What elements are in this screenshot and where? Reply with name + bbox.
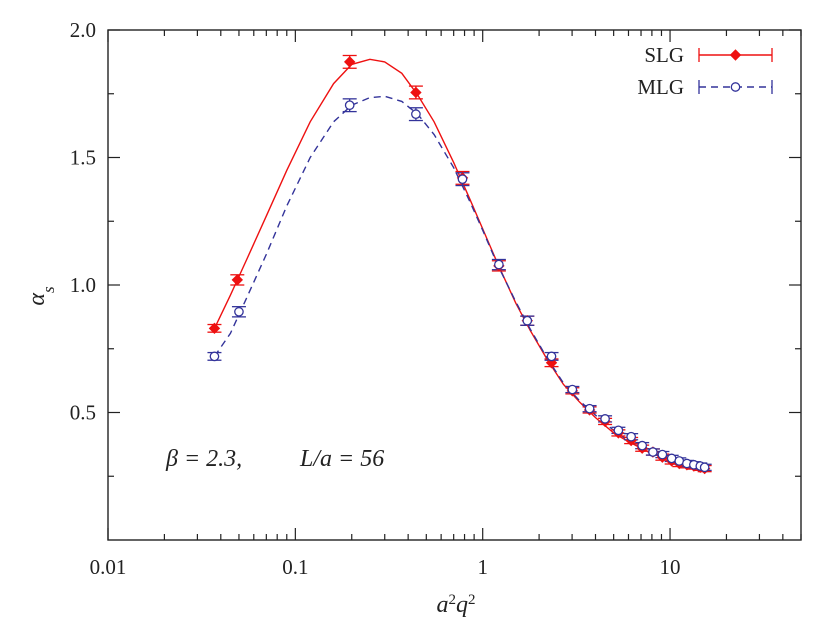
data-point-mlg [626,431,637,442]
data-point-mlg [600,414,610,424]
legend-label-mlg: MLG [637,75,684,99]
data-point-slg [208,322,221,335]
y-tick-label: 0.5 [70,401,96,425]
annotation-beta: β = 2.3, [165,446,242,472]
data-point-mlg [637,440,648,451]
x-tick-labels: 0.01 0.1 1 10 [90,555,681,579]
data-point-mlg [234,306,244,317]
x-tick-label: 10 [660,555,681,579]
data-point-mlg [546,351,557,362]
fit-curves [213,58,705,470]
annotation-lattice-size: L/a = 56 [299,446,384,472]
y-tick-label: 2.0 [70,18,96,42]
data-point-slg [343,56,356,68]
data-point-mlg [457,174,468,185]
legend-label-slg: SLG [644,43,684,67]
x-tick-label: 1 [477,555,488,579]
fit-curve-slg [213,58,705,470]
data-points [208,56,711,475]
data-point-mlg [648,447,658,457]
data-point-mlg [584,403,595,414]
data-point-mlg [344,100,355,111]
y-tick-labels: 0.5 1.0 1.5 2.0 [70,18,96,425]
legend-marker-slg [729,49,742,61]
data-point-mlg [209,351,220,362]
fit-curve-mlg [213,95,705,468]
y-axis-title: αs [24,286,58,306]
data-point-slg [410,86,422,99]
y-tick-label: 1.5 [70,146,96,170]
legend-marker-mlg [730,82,741,92]
y-tick-label: 1.0 [70,273,96,297]
plot-frame [107,29,802,541]
axis-ticks [107,29,802,540]
data-point-mlg [657,449,668,460]
data-point-mlg [411,109,421,120]
data-point-mlg [613,425,624,436]
error-bars [207,54,712,473]
x-tick-label: 0.01 [90,555,127,579]
x-axis-title: a2q2 [437,592,476,618]
x-tick-label: 0.1 [282,555,308,579]
legend: SLG MLG [637,43,773,99]
data-point-mlg [699,462,710,473]
data-point-mlg [522,315,533,326]
data-point-mlg [494,259,504,270]
data-point-mlg [567,384,578,395]
data-point-slg [231,274,244,286]
